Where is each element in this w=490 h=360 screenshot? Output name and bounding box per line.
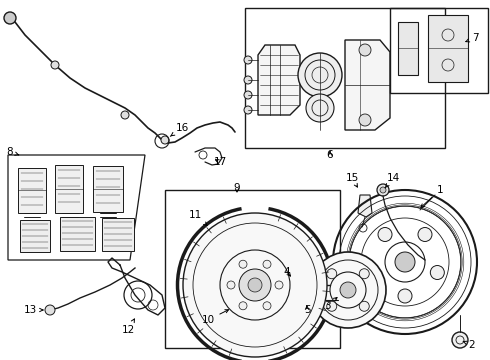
Text: 9: 9 xyxy=(234,183,240,193)
Circle shape xyxy=(359,301,369,311)
Text: 7: 7 xyxy=(466,33,478,43)
Circle shape xyxy=(418,228,432,242)
Bar xyxy=(245,8,445,148)
Circle shape xyxy=(366,266,380,279)
Text: 5: 5 xyxy=(304,305,310,315)
Polygon shape xyxy=(258,45,300,115)
Polygon shape xyxy=(345,40,390,130)
Polygon shape xyxy=(18,168,46,213)
Circle shape xyxy=(430,266,444,279)
Circle shape xyxy=(452,332,468,348)
Circle shape xyxy=(263,302,271,310)
Circle shape xyxy=(306,94,334,122)
Circle shape xyxy=(298,53,342,97)
Circle shape xyxy=(395,252,415,272)
Circle shape xyxy=(161,136,169,144)
Text: 4: 4 xyxy=(284,267,291,277)
Text: 13: 13 xyxy=(24,305,43,315)
Bar xyxy=(165,190,340,348)
Circle shape xyxy=(244,91,252,99)
Text: 2: 2 xyxy=(463,340,475,350)
Circle shape xyxy=(300,295,310,305)
Circle shape xyxy=(121,111,129,119)
Circle shape xyxy=(239,260,247,268)
Text: 14: 14 xyxy=(385,173,400,188)
Circle shape xyxy=(327,269,337,279)
Polygon shape xyxy=(93,166,123,212)
Polygon shape xyxy=(102,218,134,251)
Text: 3: 3 xyxy=(324,297,337,311)
Circle shape xyxy=(183,213,327,357)
Text: 11: 11 xyxy=(188,210,207,225)
Text: 1: 1 xyxy=(421,185,443,207)
Circle shape xyxy=(244,106,252,114)
Circle shape xyxy=(239,302,247,310)
Circle shape xyxy=(398,289,412,303)
Circle shape xyxy=(244,76,252,84)
Text: 6: 6 xyxy=(327,150,333,160)
Circle shape xyxy=(378,228,392,242)
Circle shape xyxy=(248,278,262,292)
Circle shape xyxy=(359,44,371,56)
Bar xyxy=(390,8,488,93)
Circle shape xyxy=(244,56,252,64)
Circle shape xyxy=(290,280,300,290)
Circle shape xyxy=(380,187,386,193)
Text: 10: 10 xyxy=(201,310,228,325)
Polygon shape xyxy=(398,22,418,75)
Text: 17: 17 xyxy=(213,157,227,167)
Polygon shape xyxy=(428,15,468,82)
Polygon shape xyxy=(358,195,372,217)
Polygon shape xyxy=(60,217,95,251)
Circle shape xyxy=(359,114,371,126)
Circle shape xyxy=(359,269,369,279)
Circle shape xyxy=(45,305,55,315)
Text: 15: 15 xyxy=(345,173,359,187)
Polygon shape xyxy=(55,165,83,213)
Circle shape xyxy=(327,301,337,311)
Circle shape xyxy=(263,260,271,268)
Circle shape xyxy=(310,252,386,328)
Text: 8: 8 xyxy=(7,147,19,157)
Text: 12: 12 xyxy=(122,319,135,335)
Circle shape xyxy=(227,281,235,289)
Circle shape xyxy=(51,61,59,69)
Circle shape xyxy=(340,282,356,298)
Circle shape xyxy=(4,12,16,24)
Circle shape xyxy=(275,281,283,289)
Polygon shape xyxy=(20,220,50,252)
Text: 16: 16 xyxy=(171,123,189,136)
Circle shape xyxy=(239,269,271,301)
Circle shape xyxy=(377,184,389,196)
